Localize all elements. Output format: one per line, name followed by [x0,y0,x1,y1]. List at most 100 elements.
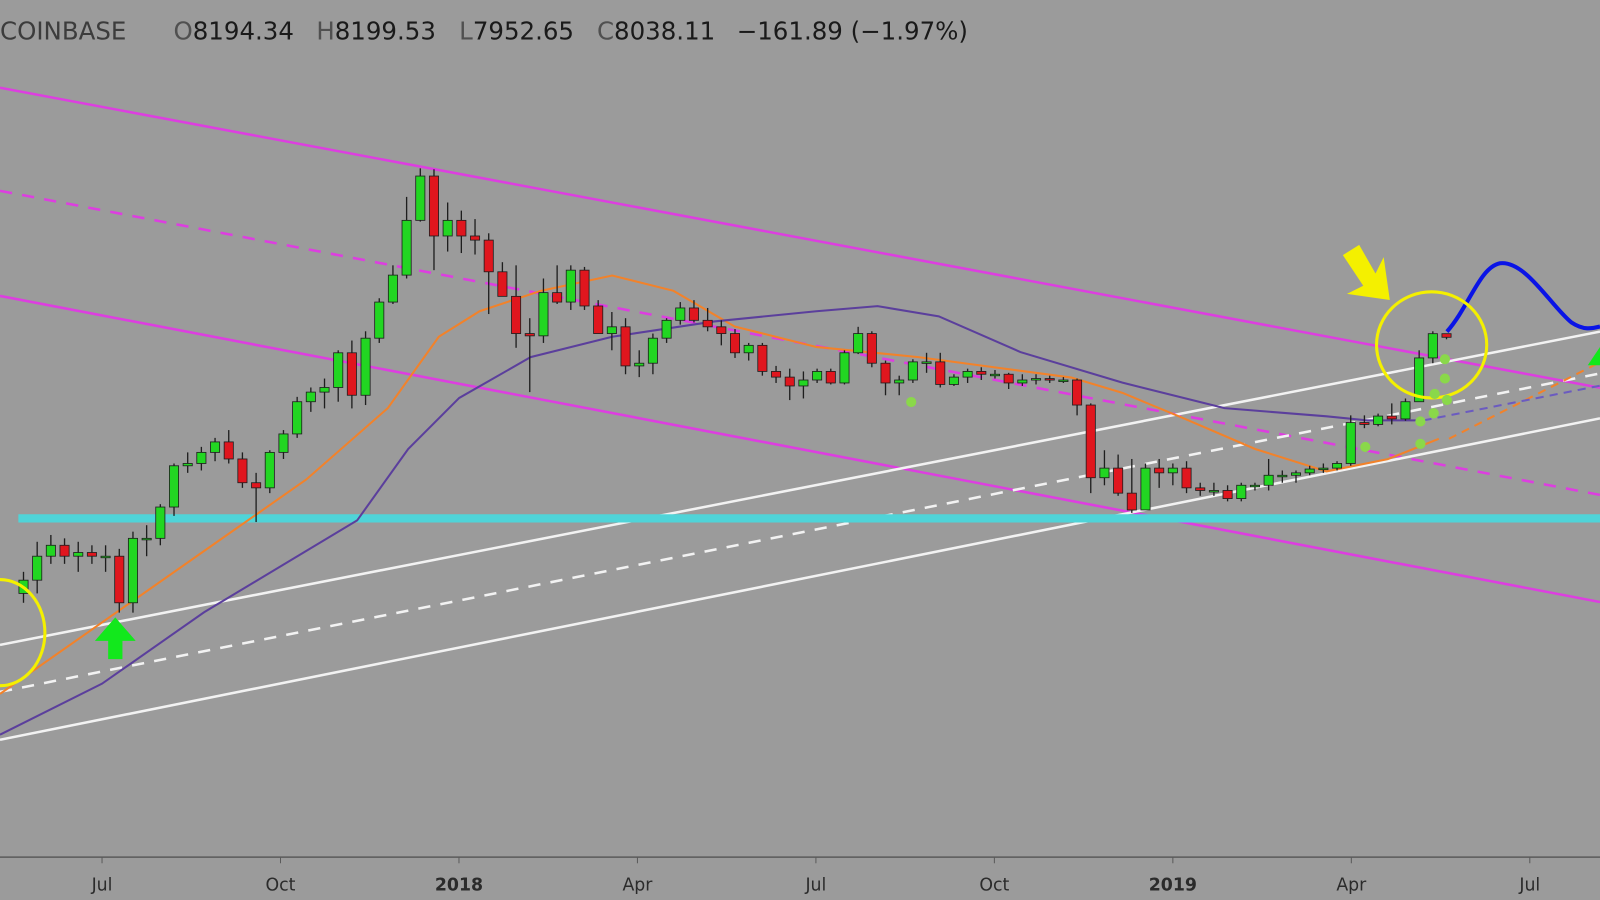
candle-body [346,352,357,396]
candle-body [114,555,125,604]
candle-body [1195,487,1206,491]
candle-body [1085,404,1096,479]
candle-body [866,333,877,364]
candle-body [771,371,782,378]
low-value: 7952.65 [473,17,574,46]
open-value: 8194.34 [193,17,294,46]
candle-body [1304,468,1315,474]
candle-body [1400,401,1411,420]
candle-body [1236,484,1247,499]
trend-bottom [0,417,1600,742]
x-tick-label: Apr [622,876,653,896]
highlight-circle [0,578,47,688]
candle-body [319,387,330,393]
x-tick-label: 2019 [1149,876,1197,896]
low-label: L [459,17,473,46]
candle-body [1427,333,1438,359]
candle-body [1263,474,1274,486]
candle-body [935,361,946,385]
candle-body [1017,379,1028,384]
x-tick-label: Jul [91,876,113,896]
channel-bottom [0,294,1600,604]
source: COINBASE [0,17,126,46]
candle-body [360,337,371,396]
candle-body [853,333,864,354]
candle-body [688,307,699,321]
trend-top [0,330,1600,647]
candle-body [552,292,563,303]
candle-body [1359,422,1370,425]
candle-body [1003,373,1014,384]
candle-body [524,333,535,337]
candle-body [237,458,248,484]
candle-body [962,371,973,378]
candle-body [1058,379,1069,382]
candle-body [1099,467,1110,479]
close-value: 8038.11 [614,17,715,46]
candle-body [1277,474,1288,478]
candle-body [880,362,891,384]
candle-body [1072,379,1083,406]
x-tick-label: Oct [266,876,296,896]
candle-body [251,482,262,489]
candle-body [1208,490,1219,493]
candle-body [1345,422,1356,464]
candle-body [428,175,439,237]
channel-top [0,86,1600,390]
x-tick-label: Jul [1518,876,1540,896]
candle-body [1181,467,1192,489]
moving-average-slow [0,305,1424,736]
candle-body [333,352,344,388]
candle-body [264,451,275,489]
candle-body [169,465,180,508]
candle-body [1044,378,1055,381]
candle-body [100,555,111,559]
annotations [0,244,1600,688]
header: COINBASE O8194.34 H8199.53 L7952.65 C803… [0,17,968,46]
candle-body [210,441,221,453]
candle-body [223,441,234,460]
change: −161.89 (−1.97%) [737,17,968,46]
candle-body [73,552,84,557]
candle-body [1373,415,1384,425]
candle-body [483,239,494,273]
candle-body [716,326,727,334]
x-tick-label: Apr [1336,876,1367,896]
candle-body [894,379,905,384]
candle-body [661,319,672,339]
candle-body [141,537,152,541]
candle-body [1031,378,1042,381]
candle-body [1113,467,1124,494]
high-value: 8199.53 [335,17,436,46]
candle-body [1140,467,1151,511]
candle-body [278,433,289,453]
candle-body [387,274,398,303]
candle-body [976,371,987,375]
close-label: C [597,17,614,46]
candle-body [1318,467,1329,471]
candle-body [196,451,207,464]
candle-body [1332,463,1343,469]
candle-body [45,544,56,557]
candle-body [839,352,850,384]
projection-curve [1445,261,1600,333]
moving-average-fast [0,274,1440,695]
candle-body [784,376,795,387]
candle-body [921,361,932,364]
candle-body [374,301,385,339]
candle-body [415,175,426,221]
drawings [0,86,1600,742]
candle-body [1441,333,1452,338]
candle-body [579,269,590,307]
candle-body [470,235,481,241]
candle-body [702,319,713,328]
x-tick-label: Jul [804,876,826,896]
high-label: H [316,17,334,46]
candle-body [825,371,836,384]
candle-body [442,219,453,237]
candle-body [86,552,97,557]
candle-body [675,307,686,321]
candle-body [127,537,138,604]
up-arrow [94,617,136,660]
